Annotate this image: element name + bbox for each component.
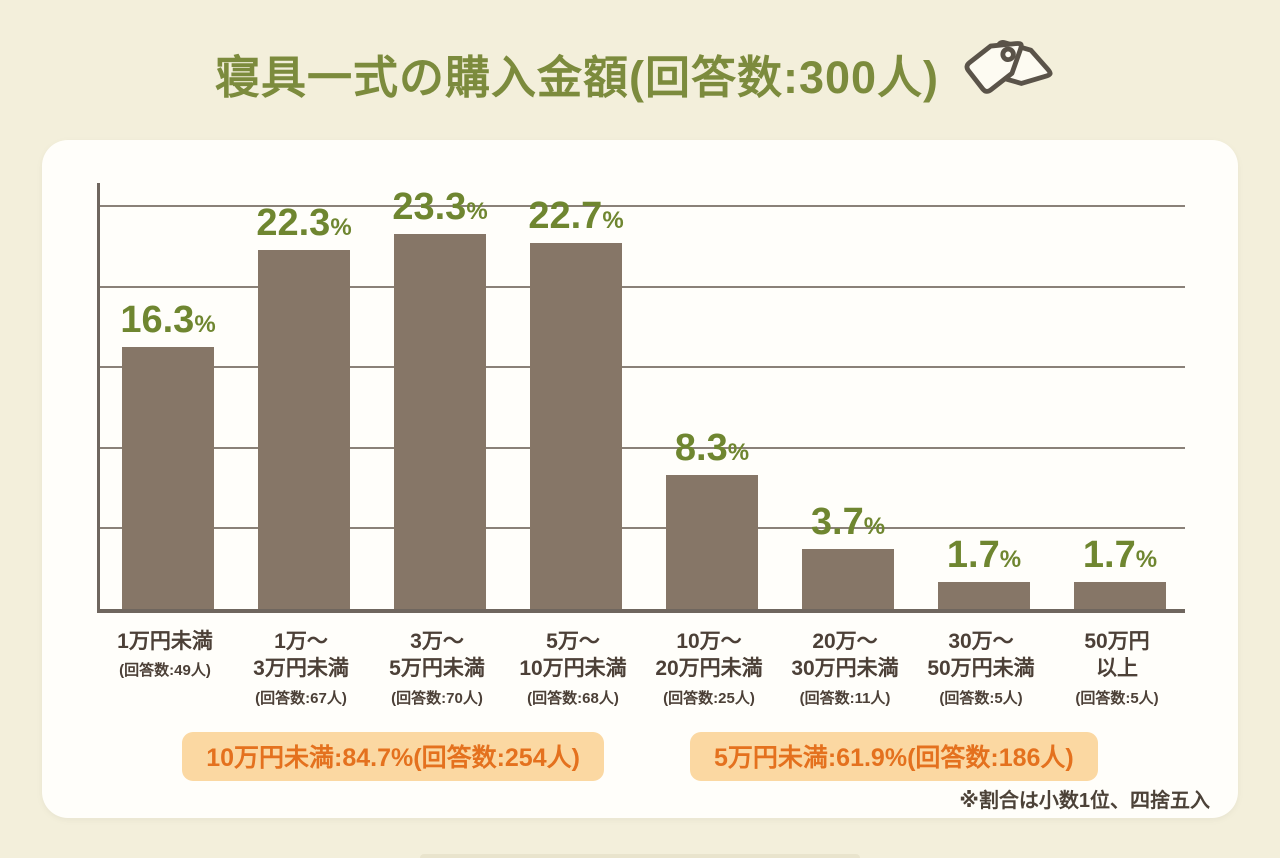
- bar-column: 1.7%: [916, 183, 1052, 609]
- x-axis-label: 50万円 以上 (回答数:5人): [1049, 628, 1185, 708]
- bar-value-unit: %: [999, 545, 1022, 573]
- bar: [1074, 581, 1166, 609]
- category-count: (回答数:68人): [527, 689, 619, 707]
- x-axis-label: 30万〜 50万円未満 (回答数:5人): [913, 628, 1049, 708]
- bar-value-unit: %: [466, 197, 488, 225]
- bar-chart: 16.3% 22.3% 23.3% 22.7% 8.3% 3.7% 1.7% 1.7%: [97, 183, 1185, 613]
- bar-value-label: 22.7%: [508, 197, 644, 235]
- bar-value-number: 22.7: [528, 195, 603, 238]
- bar-value-label: 1.7%: [916, 536, 1052, 574]
- bar-value-number: 1.7: [946, 533, 1000, 576]
- x-axis-label: 20万〜 30万円未満 (回答数:11人): [777, 628, 913, 708]
- bar-value-number: 8.3: [674, 427, 728, 470]
- bar-value-label: 16.3%: [100, 301, 236, 339]
- category-name: 50万円 以上: [1084, 630, 1150, 681]
- category-count: (回答数:5人): [939, 689, 1023, 707]
- chart-panel: 16.3% 22.3% 23.3% 22.7% 8.3% 3.7% 1.7% 1.7% 1万円…: [42, 140, 1238, 818]
- x-axis-label: 1万〜 3万円未満 (回答数:67人): [233, 628, 369, 708]
- x-axis-label: 1万円未満 (回答数:49人): [97, 628, 233, 708]
- bar-value-label: 22.3%: [236, 204, 372, 242]
- summary-badge-under-50k: 5万円未満:61.9%(回答数:186人): [689, 732, 1098, 781]
- bar: [666, 475, 758, 609]
- bar-value-unit: %: [863, 513, 886, 541]
- gridline-20pct: [100, 285, 1185, 288]
- gridline-15pct: [100, 366, 1185, 369]
- bar-value-unit: %: [727, 439, 750, 467]
- bar-column: 16.3%: [100, 183, 236, 609]
- category-name: 10万〜 20万円未満: [655, 630, 763, 681]
- x-axis-label: 3万〜 5万円未満 (回答数:70人): [369, 628, 505, 708]
- bar-value-label: 1.7%: [1052, 536, 1188, 574]
- category-name: 1万〜 3万円未満: [253, 630, 349, 681]
- bar: [530, 243, 622, 609]
- bar-value-label: 3.7%: [780, 503, 916, 541]
- category-name: 1万円未満: [117, 630, 213, 653]
- gridline-25pct: [100, 205, 1185, 208]
- bar-column: 23.3%: [372, 183, 508, 609]
- summary-badge-under-100k: 10万円未満:84.7%(回答数:254人): [182, 732, 604, 781]
- next-section-cutoff: [420, 854, 860, 858]
- summary-badges: 10万円未満:84.7%(回答数:254人) 5万円未満:61.9%(回答数:1…: [42, 732, 1238, 781]
- bar-value-number: 3.7: [810, 501, 864, 544]
- category-count: (回答数:70人): [391, 689, 483, 707]
- category-count: (回答数:67人): [255, 689, 347, 707]
- category-count: (回答数:5人): [1075, 689, 1159, 707]
- gridline-10pct: [100, 446, 1185, 449]
- bar-value-unit: %: [1135, 545, 1158, 573]
- bar-value-unit: %: [330, 213, 352, 241]
- bar: [122, 346, 214, 609]
- bar-value-unit: %: [602, 207, 624, 235]
- category-name: 3万〜 5万円未満: [389, 630, 485, 681]
- category-name: 30万〜 50万円未満: [927, 630, 1035, 681]
- category-count: (回答数:25人): [663, 689, 755, 707]
- x-axis-labels: 1万円未満 (回答数:49人) 1万〜 3万円未満 (回答数:67人) 3万〜 5万円未満 (…: [97, 628, 1185, 708]
- category-name: 5万〜 10万円未満: [519, 630, 627, 681]
- bar-column: 3.7%: [780, 183, 916, 609]
- bar: [938, 581, 1030, 609]
- bar-value-number: 16.3: [120, 298, 195, 341]
- gridline-5pct: [100, 527, 1185, 530]
- bar-value-unit: %: [194, 310, 216, 338]
- bar-value-label: 8.3%: [644, 429, 780, 467]
- x-axis-label: 10万〜 20万円未満 (回答数:25人): [641, 628, 777, 708]
- footnote: ※割合は小数1位、四捨五入: [959, 790, 1210, 812]
- bar-value-number: 22.3: [256, 201, 331, 244]
- bar: [258, 249, 350, 609]
- bar-value-label: 23.3%: [372, 188, 508, 226]
- bar-column: 22.7%: [508, 183, 644, 609]
- header: 寝具一式の購入金額(回答数:300人): [0, 28, 1280, 118]
- page-title: 寝具一式の購入金額(回答数:300人): [214, 51, 940, 103]
- category-count: (回答数:49人): [119, 662, 211, 680]
- price-tags-icon: [964, 40, 1053, 94]
- bar-column: 1.7%: [1052, 183, 1188, 609]
- bar-column: 8.3%: [644, 183, 780, 609]
- bar-value-number: 23.3: [392, 185, 467, 228]
- category-count: (回答数:11人): [799, 689, 891, 707]
- bar: [394, 233, 486, 609]
- bar-value-number: 1.7: [1082, 533, 1136, 576]
- bar: [802, 549, 894, 609]
- bar-column: 22.3%: [236, 183, 372, 609]
- x-axis-label: 5万〜 10万円未満 (回答数:68人): [505, 628, 641, 708]
- category-name: 20万〜 30万円未満: [791, 630, 899, 681]
